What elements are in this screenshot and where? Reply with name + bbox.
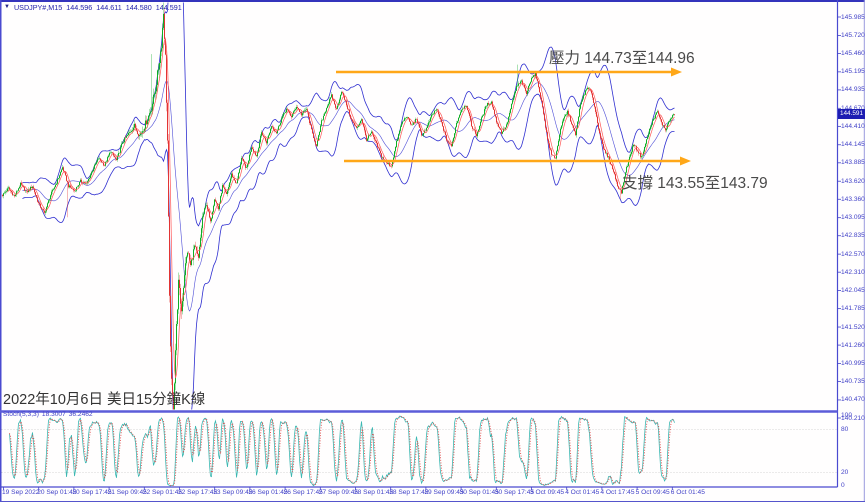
bear-candle-wicks [2,8,675,410]
time-axis-label: 4 Oct 01:45 [565,489,600,496]
time-axis-label: 20 Sep 01:45 [37,489,77,496]
stochastic-indicator-label: Stoch(5,3,3) 18.3007 36.2462 [3,411,96,418]
stoch-axis-label: 80 [841,425,849,433]
stoch-axis-label: 20 [841,469,849,477]
time-axis-label: 4 Oct 17:45 [600,489,635,496]
titlebar: ▼ USDJPY#,M15 144.596 144.611 144.580 14… [4,2,182,12]
support-arrow-head [680,156,691,166]
symbol-label: USDJPY#,M15 [13,2,63,12]
price-axis-label: 145.195 [841,68,865,76]
time-axis-label: 30 Sep 01:45 [459,489,499,496]
price-plot-area[interactable] [2,0,675,501]
time-axis-label: 20 Sep 17:45 [72,489,112,496]
time-axis-label: 23 Sep 09:45 [213,489,253,496]
stoch-axis-label: 100 [841,411,853,419]
time-axis-label: 3 Oct 09:45 [530,489,565,496]
time-axis-label: 26 Sep 01:45 [248,489,288,496]
stochastic-k-value: 18.3007 [41,411,66,418]
price-axis-label: 144.410 [841,122,865,130]
symbol-dropdown-icon[interactable]: ▼ [4,4,10,10]
ma-line [7,38,675,379]
price-axis-label: 142.570 [841,250,865,258]
time-axis-label: 27 Sep 09:45 [318,489,359,496]
price-axis-label: 145.460 [841,49,865,57]
stoch-axis-label: 0 [841,481,845,489]
ohlc-open: 144.596 [66,2,93,12]
price-axis-label: 141.260 [841,341,865,349]
price-axis-label: 143.620 [841,177,865,185]
time-axis-label: 28 Sep 01:45 [354,489,394,496]
time-axis-label: 30 Sep 17:45 [494,489,535,496]
time-axis-label: 19 Sep 2022 [2,489,40,496]
price-axis-label: 140.210 [841,414,865,422]
time-axis-label: 26 Sep 17:45 [283,489,323,496]
resistance-annotation-label: 壓力 144.73至144.96 [549,50,695,67]
price-axis-label: 143.095 [841,214,865,222]
stochastic-d-value: 36.2462 [68,411,93,418]
stochastic-plot-area[interactable] [9,415,675,487]
stochastic-name: Stoch(5,3,3) [3,411,39,418]
price-axis-label: 144.670 [841,105,865,112]
time-axis-label: 22 Sep 01:45 [142,489,183,496]
price-axis-label: 140.735 [841,378,865,386]
current-price-badge: 144.591 [838,108,865,119]
price-axis-label: 142.310 [841,268,865,276]
ohlc-high: 144.611 [96,2,122,12]
resistance-arrow-head [671,67,682,77]
price-axis-label: 145.985 [841,13,865,21]
price-axis-label: 141.520 [841,323,865,331]
annotation-arrows [336,67,691,166]
time-axis-label: 28 Sep 17:45 [389,489,429,496]
stoch-d-line [9,416,675,487]
price-axis-label: 145.720 [841,31,865,39]
price-axis-label: 141.785 [841,305,865,313]
support-annotation-label: 支撐 143.55至143.79 [622,175,768,192]
chart-caption: 2022年10月6日 美日15分鐘K線 [3,392,206,408]
price-axis-label: 144.145 [841,141,865,149]
bear-candle-bodies [2,13,675,410]
price-axis-label: 140.470 [841,396,865,404]
bollinger-lower-band [22,93,675,410]
window-top-border [0,0,865,2]
price-axis-label: 144.935 [841,86,865,94]
ohlc-low: 144.580 [125,2,152,12]
price-axis-label: 140.995 [841,359,865,367]
time-axis-label: 29 Sep 09:45 [424,489,464,496]
bollinger-middle-line [22,80,675,312]
bollinger-upper-band [22,2,675,227]
bull-candle-bodies [3,13,674,410]
time-axis-label: 22 Sep 17:45 [178,489,218,496]
time-axis-label: 6 Oct 01:45 [670,489,705,496]
price-axis-label: 143.360 [841,195,865,203]
price-axis-label: 142.045 [841,287,865,295]
ohlc-close: 144.591 [155,2,182,12]
stoch-k-line [9,415,675,487]
price-axis-label: 142.835 [841,232,865,240]
time-axis-label: 21 Sep 09:45 [107,489,147,496]
price-axis-label: 143.885 [841,159,865,167]
time-axis-label: 5 Oct 09:45 [635,489,670,496]
